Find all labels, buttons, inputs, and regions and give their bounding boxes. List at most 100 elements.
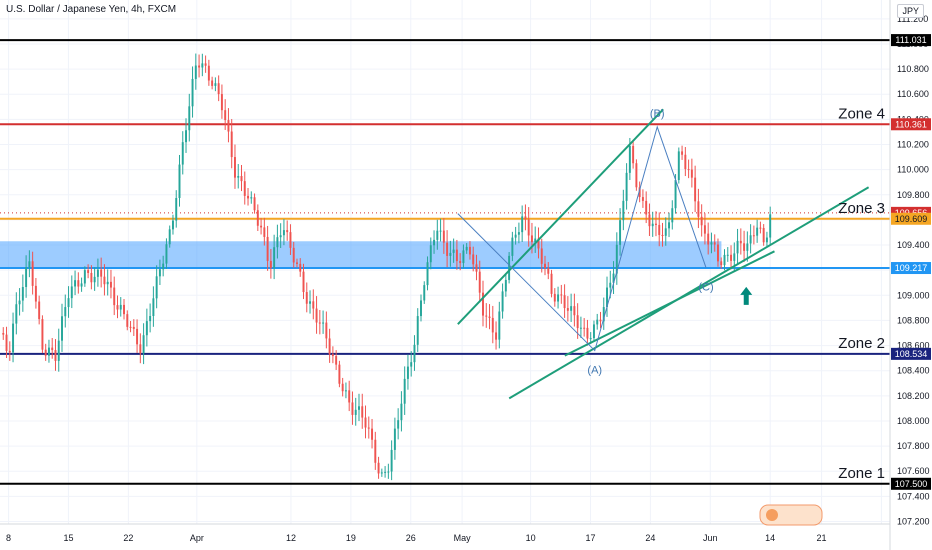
- candle-body: [8, 350, 11, 353]
- drawing-overlays[interactable]: (A) (B) (C): [457, 108, 870, 400]
- candle-body: [168, 229, 171, 245]
- candle-body: [707, 233, 710, 245]
- candle-body: [752, 235, 755, 237]
- candle-body: [322, 322, 325, 324]
- candle-body: [194, 65, 197, 79]
- candle-body: [560, 294, 563, 296]
- candle-body: [527, 219, 530, 236]
- candle-body: [743, 243, 746, 251]
- candle-body: [338, 364, 341, 384]
- candle-body: [282, 230, 285, 236]
- candle-body: [371, 428, 374, 440]
- candle-body: [638, 187, 641, 198]
- candle-body: [214, 83, 217, 86]
- candle-body: [681, 151, 684, 155]
- candle-body: [269, 260, 272, 268]
- candle-body: [145, 321, 148, 336]
- candle-body: [508, 255, 511, 280]
- candle-body: [393, 428, 396, 450]
- candlestick-series: [2, 53, 772, 481]
- candle-body: [654, 223, 657, 225]
- price-tag-label: 108.534: [895, 349, 928, 359]
- x-tick-label: 12: [286, 533, 296, 543]
- candle-body: [129, 326, 132, 328]
- x-tick-label: 14: [765, 533, 775, 543]
- candle-body: [462, 250, 465, 264]
- candle-body: [315, 308, 318, 323]
- candle-body: [599, 319, 602, 322]
- candle-body: [583, 327, 586, 329]
- channel-line: [564, 250, 775, 357]
- candle-body: [191, 78, 194, 107]
- candle-body: [625, 172, 628, 201]
- candle-body: [64, 307, 67, 317]
- candle-body: [351, 402, 354, 415]
- candle-body: [175, 197, 178, 221]
- candle-body: [286, 230, 289, 233]
- wave-label: (B): [650, 108, 665, 120]
- candle-body: [635, 163, 638, 188]
- candle-body: [540, 248, 543, 264]
- candle-body: [602, 307, 605, 322]
- candle-body: [557, 294, 560, 302]
- channel-line: [457, 108, 664, 325]
- candle-body: [573, 306, 576, 316]
- candle-body: [495, 332, 498, 340]
- candle-body: [237, 176, 240, 178]
- time-axis[interactable]: 8 15 22 Apr 12 19 26 May 10 17 24 Jun 14 21: [6, 533, 826, 543]
- candle-body: [165, 244, 168, 264]
- y-tick-label: 107.600: [897, 466, 930, 476]
- y-tick-label: 107.400: [897, 491, 930, 501]
- candle-body: [207, 65, 210, 81]
- candle-body: [570, 306, 573, 311]
- candle-body: [220, 94, 223, 111]
- candle-body: [628, 145, 631, 173]
- candle-body: [478, 271, 481, 293]
- candle-body: [132, 326, 135, 329]
- candle-body: [51, 347, 54, 351]
- candle-body: [233, 157, 236, 178]
- candle-body: [465, 246, 468, 251]
- candle-body: [550, 273, 553, 294]
- currency-badge[interactable]: JPY: [897, 4, 924, 18]
- candle-body: [15, 304, 18, 324]
- price-tag-box: [891, 34, 931, 47]
- x-tick-label: Jun: [703, 533, 718, 543]
- x-tick-label: 10: [526, 533, 536, 543]
- wave-label: (A): [587, 364, 602, 376]
- candle-body: [28, 261, 31, 268]
- candle-body: [671, 208, 674, 223]
- candle-body: [344, 390, 347, 392]
- candle-body: [517, 232, 520, 235]
- x-tick-label: 22: [123, 533, 133, 543]
- price-tag-box: [891, 347, 931, 360]
- candle-body: [18, 300, 21, 305]
- candle-body: [152, 298, 155, 317]
- candle-body: [100, 269, 103, 277]
- y-tick-label: 110.200: [897, 140, 929, 150]
- candle-body: [592, 324, 595, 339]
- candle-body: [455, 249, 458, 262]
- price-tag-label: 109.217: [895, 263, 928, 273]
- candle-body: [361, 406, 364, 418]
- candle-body: [155, 276, 158, 299]
- candle-body: [511, 237, 514, 256]
- candle-body: [436, 230, 439, 240]
- candle-body: [651, 223, 654, 227]
- x-tick-label: 19: [346, 533, 356, 543]
- price-tag-box: [891, 212, 931, 225]
- candle-body: [759, 227, 762, 229]
- y-tick-label: 110.000: [897, 165, 929, 175]
- candle-body: [377, 462, 380, 474]
- zone-label: Zone 2: [838, 335, 885, 352]
- candle-body: [256, 210, 259, 226]
- candle-body: [723, 254, 726, 266]
- candle-body: [514, 234, 517, 238]
- candle-body: [726, 254, 729, 256]
- candle-body: [380, 472, 383, 474]
- candle-body: [158, 269, 161, 277]
- candle-body: [367, 427, 370, 429]
- horizontal-levels[interactable]: [0, 39, 890, 485]
- candle-body: [243, 181, 246, 196]
